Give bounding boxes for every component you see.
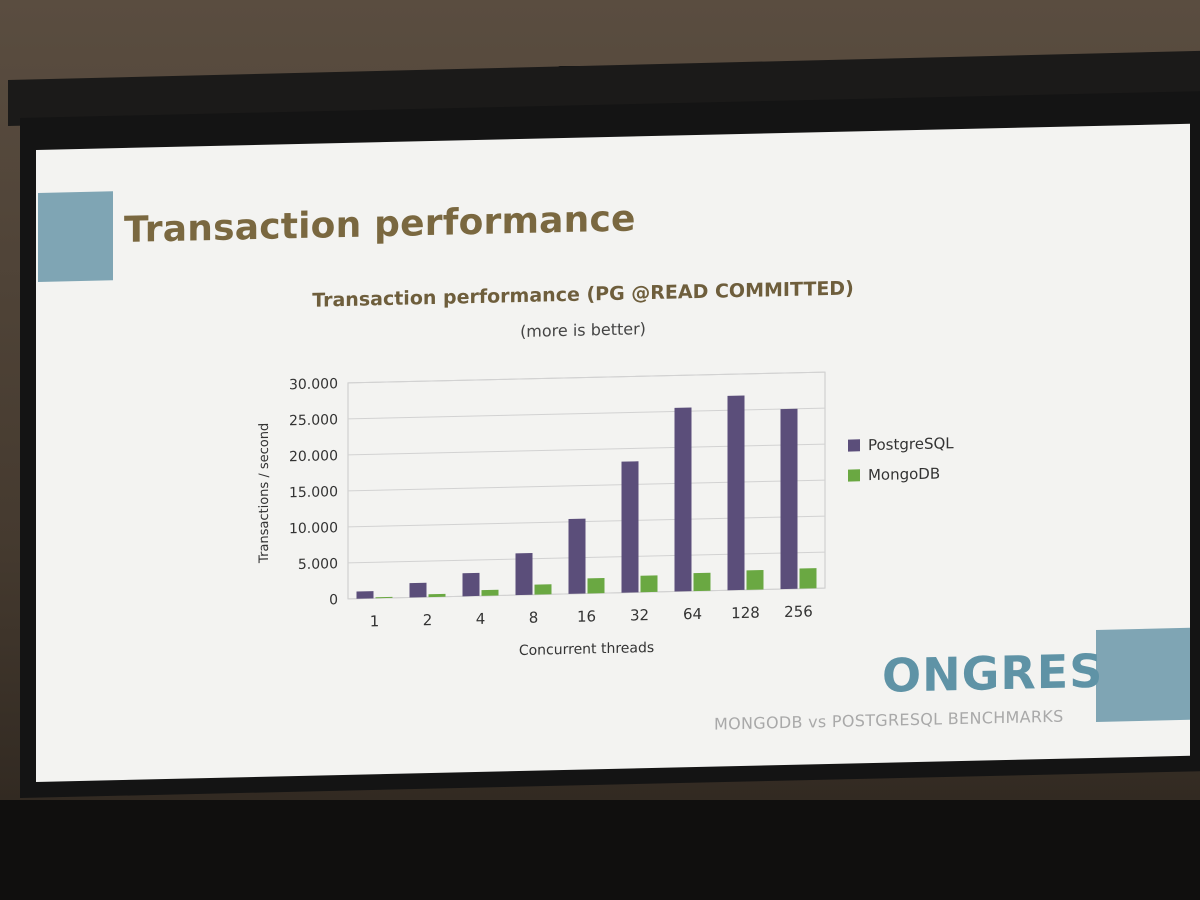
legend-swatch-mongodb bbox=[848, 469, 860, 482]
bar-postgresql-8 bbox=[515, 552, 533, 596]
bar-mongodb-8 bbox=[534, 584, 552, 595]
bar-mongodb-64 bbox=[693, 572, 711, 592]
x-tick-label: 16 bbox=[577, 607, 596, 625]
bar-postgresql-128 bbox=[727, 395, 745, 591]
gridline bbox=[348, 479, 825, 492]
legend-layer: PostgreSQL MongoDB bbox=[848, 434, 954, 484]
bar-mongodb-128 bbox=[746, 570, 764, 590]
y-tick-label: 25.000 bbox=[289, 412, 338, 429]
y-tick-label: 15.000 bbox=[289, 484, 338, 501]
bar-mongodb-1 bbox=[375, 596, 393, 599]
floor-shadow bbox=[0, 800, 1200, 900]
bar-postgresql-256 bbox=[780, 408, 798, 590]
bar-mongodb-4 bbox=[481, 589, 499, 596]
bar-mongodb-2 bbox=[428, 593, 446, 598]
grid-layer bbox=[347, 371, 826, 600]
y-axis-label: Transactions / second bbox=[257, 423, 272, 564]
bar-postgresql-64 bbox=[674, 407, 692, 592]
y-tick-label: 0 bbox=[329, 592, 338, 608]
bar-mongodb-16 bbox=[587, 577, 605, 594]
legend-label-postgresql: PostgreSQL bbox=[868, 434, 954, 454]
gridline bbox=[348, 587, 825, 600]
x-tick-label: 32 bbox=[630, 606, 649, 624]
accent-box-bottom bbox=[1096, 627, 1190, 722]
x-tick-label: 4 bbox=[476, 610, 486, 628]
bar-chart: 0 5.000 10.000 15.000 20.000 25.000 30.000 1 2 4 8… bbox=[257, 371, 954, 659]
y-tick-label: 20.000 bbox=[289, 448, 338, 465]
bar-postgresql-2 bbox=[409, 582, 427, 598]
gridline bbox=[348, 443, 825, 456]
gridline bbox=[348, 371, 825, 384]
x-tick-label: 8 bbox=[529, 609, 539, 627]
x-tick-label: 1 bbox=[370, 612, 380, 630]
gridline bbox=[348, 407, 825, 420]
x-axis-label: Concurrent threads bbox=[519, 640, 654, 659]
bar-postgresql-4 bbox=[462, 572, 480, 597]
x-tick-label: 128 bbox=[731, 604, 760, 623]
y-tick-label: 30.000 bbox=[289, 376, 338, 393]
gridline bbox=[348, 515, 825, 528]
x-tick-label: 64 bbox=[683, 605, 702, 623]
bar-mongodb-32 bbox=[640, 575, 658, 593]
bars-layer bbox=[356, 395, 817, 599]
presentation-slide: Transaction performance Transaction perf… bbox=[36, 123, 1190, 782]
gridline bbox=[348, 551, 825, 564]
bar-postgresql-1 bbox=[356, 591, 374, 599]
bar-postgresql-32 bbox=[621, 461, 639, 593]
axis-layer: 0 5.000 10.000 15.000 20.000 25.000 30.000 1 2 4 8… bbox=[257, 376, 813, 659]
bar-mongodb-256 bbox=[799, 568, 817, 589]
x-tick-label: 2 bbox=[423, 611, 433, 629]
y-tick-label: 5.000 bbox=[298, 556, 338, 573]
x-tick-label: 256 bbox=[784, 602, 813, 621]
bar-postgresql-16 bbox=[568, 518, 586, 594]
y-tick-label: 10.000 bbox=[289, 520, 338, 537]
legend-label-mongodb: MongoDB bbox=[868, 464, 940, 484]
ongres-logo: ONGRES bbox=[882, 643, 1104, 703]
legend-swatch-postgresql bbox=[848, 439, 860, 452]
